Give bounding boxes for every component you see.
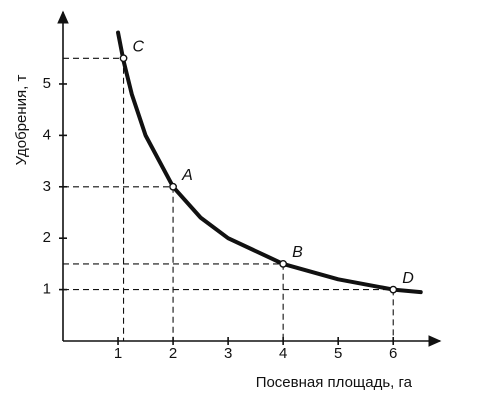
point-label: A bbox=[181, 167, 193, 184]
x-tick-label: 5 bbox=[334, 345, 342, 362]
x-axis-label: Посевная площадь, га bbox=[256, 374, 413, 391]
point bbox=[119, 54, 128, 63]
point bbox=[169, 182, 177, 191]
guide-line bbox=[63, 57, 125, 341]
y-tick-label: 1 bbox=[43, 281, 51, 298]
point bbox=[389, 285, 398, 294]
point-label: B bbox=[292, 244, 303, 261]
guide-line bbox=[63, 289, 394, 341]
y-tick-label: 4 bbox=[43, 126, 51, 143]
x-tick-label: 3 bbox=[224, 345, 232, 362]
y-axis-label: Удобрения, т bbox=[13, 75, 30, 166]
x-tick-label: 2 bbox=[169, 345, 177, 362]
y-tick-label: 5 bbox=[43, 75, 51, 92]
point bbox=[279, 259, 288, 268]
y-tick-label: 3 bbox=[43, 178, 51, 195]
x-tick-label: 4 bbox=[279, 345, 287, 362]
x-tick-label: 6 bbox=[389, 345, 397, 362]
y-tick-label: 2 bbox=[43, 229, 51, 246]
point-label: D bbox=[402, 270, 414, 287]
point-label: C bbox=[133, 38, 145, 55]
x-tick-label: 1 bbox=[114, 345, 122, 362]
curve bbox=[116, 30, 423, 295]
